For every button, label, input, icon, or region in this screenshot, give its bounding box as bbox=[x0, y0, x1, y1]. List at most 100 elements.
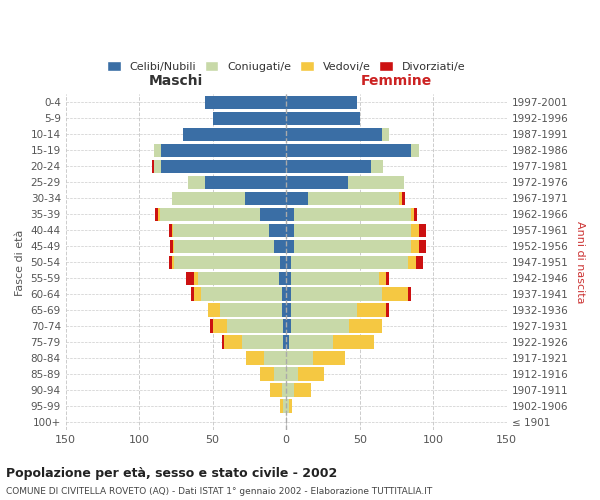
Bar bbox=[286, 288, 290, 301]
Bar bbox=[293, 240, 411, 253]
Bar bbox=[175, 256, 280, 269]
Bar bbox=[411, 224, 419, 237]
Text: Maschi: Maschi bbox=[149, 74, 203, 88]
Bar bbox=[419, 224, 426, 237]
Text: COMUNE DI CIVITELLA ROVETO (AQ) - Dati ISTAT 1° gennaio 2002 - Elaborazione TUTT: COMUNE DI CIVITELLA ROVETO (AQ) - Dati I… bbox=[6, 488, 432, 496]
Bar bbox=[269, 224, 286, 237]
Bar bbox=[293, 224, 411, 237]
Bar bbox=[371, 160, 383, 173]
Bar bbox=[286, 160, 371, 173]
Bar bbox=[173, 240, 175, 253]
Bar bbox=[286, 224, 293, 237]
Bar bbox=[286, 272, 290, 285]
Bar bbox=[403, 192, 405, 205]
Bar bbox=[286, 144, 411, 157]
Bar bbox=[348, 176, 404, 189]
Bar bbox=[286, 304, 290, 317]
Bar bbox=[290, 320, 349, 333]
Bar bbox=[290, 304, 357, 317]
Bar bbox=[419, 240, 426, 253]
Bar bbox=[379, 272, 386, 285]
Bar bbox=[289, 400, 292, 413]
Bar bbox=[286, 208, 293, 221]
Bar bbox=[155, 208, 158, 221]
Bar bbox=[286, 128, 382, 141]
Bar bbox=[313, 352, 345, 365]
Bar bbox=[186, 272, 194, 285]
Bar bbox=[416, 256, 423, 269]
Bar bbox=[172, 256, 175, 269]
Bar bbox=[194, 288, 201, 301]
Bar bbox=[172, 192, 245, 205]
Bar bbox=[221, 336, 224, 349]
Bar bbox=[172, 224, 173, 237]
Bar bbox=[170, 240, 173, 253]
Bar bbox=[290, 256, 408, 269]
Bar bbox=[286, 400, 289, 413]
Bar bbox=[198, 272, 279, 285]
Bar bbox=[411, 208, 414, 221]
Bar bbox=[173, 224, 269, 237]
Bar bbox=[260, 208, 286, 221]
Bar bbox=[264, 352, 286, 365]
Bar bbox=[208, 304, 220, 317]
Bar bbox=[245, 192, 286, 205]
Bar bbox=[158, 208, 160, 221]
Bar bbox=[280, 256, 286, 269]
Bar bbox=[293, 208, 411, 221]
Bar bbox=[212, 320, 227, 333]
Bar bbox=[161, 160, 286, 173]
Bar bbox=[175, 240, 274, 253]
Bar bbox=[154, 160, 161, 173]
Bar bbox=[282, 288, 286, 301]
Bar bbox=[274, 368, 286, 381]
Bar bbox=[286, 336, 289, 349]
Bar bbox=[227, 320, 283, 333]
Bar bbox=[283, 336, 286, 349]
Bar bbox=[411, 144, 419, 157]
Bar bbox=[286, 320, 290, 333]
Bar bbox=[154, 144, 161, 157]
Bar bbox=[161, 144, 286, 157]
Bar bbox=[286, 256, 290, 269]
Bar bbox=[400, 192, 403, 205]
Y-axis label: Fasce di età: Fasce di età bbox=[15, 229, 25, 296]
Bar bbox=[188, 176, 205, 189]
Bar bbox=[205, 96, 286, 110]
Bar bbox=[152, 160, 154, 173]
Bar bbox=[283, 400, 286, 413]
Bar bbox=[270, 384, 282, 397]
Bar bbox=[357, 304, 386, 317]
Bar bbox=[333, 336, 374, 349]
Bar bbox=[286, 384, 293, 397]
Bar bbox=[220, 304, 282, 317]
Bar bbox=[282, 384, 286, 397]
Bar bbox=[286, 96, 357, 110]
Bar bbox=[308, 192, 400, 205]
Bar bbox=[349, 320, 382, 333]
Bar bbox=[260, 368, 274, 381]
Bar bbox=[286, 192, 308, 205]
Bar bbox=[183, 128, 286, 141]
Y-axis label: Anni di nascita: Anni di nascita bbox=[575, 221, 585, 304]
Bar bbox=[247, 352, 264, 365]
Bar bbox=[290, 288, 382, 301]
Text: Popolazione per età, sesso e stato civile - 2002: Popolazione per età, sesso e stato civil… bbox=[6, 468, 337, 480]
Bar bbox=[242, 336, 283, 349]
Bar bbox=[408, 256, 416, 269]
Bar bbox=[289, 336, 333, 349]
Bar bbox=[414, 208, 417, 221]
Bar bbox=[382, 288, 408, 301]
Bar bbox=[194, 272, 198, 285]
Bar bbox=[160, 208, 260, 221]
Bar bbox=[205, 176, 286, 189]
Bar bbox=[386, 272, 389, 285]
Bar bbox=[169, 224, 172, 237]
Bar bbox=[408, 288, 411, 301]
Bar bbox=[210, 320, 212, 333]
Bar bbox=[286, 368, 298, 381]
Text: Femmine: Femmine bbox=[361, 74, 432, 88]
Bar bbox=[286, 112, 360, 126]
Bar bbox=[293, 384, 311, 397]
Bar bbox=[382, 128, 389, 141]
